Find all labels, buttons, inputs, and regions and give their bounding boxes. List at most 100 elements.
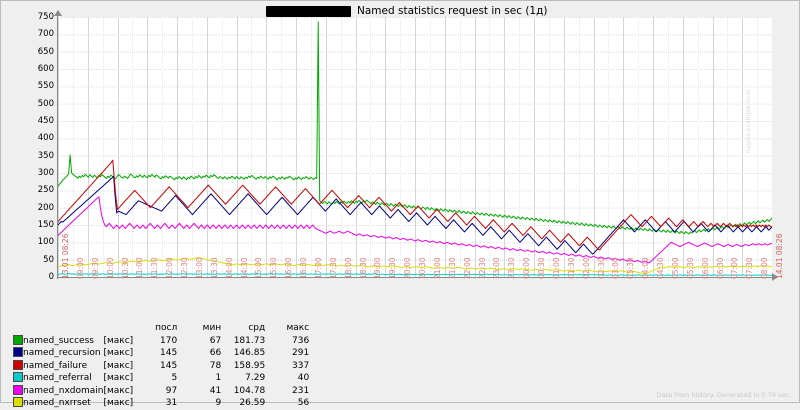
legend-value-min: 1 [215,373,222,383]
legend-series-name: named_failure [23,360,88,371]
legend-aggregate-label: [макс] [103,385,134,396]
x-axis-arrow-icon [772,273,778,281]
x-axis-tick-label: 22:30 [477,257,487,279]
legend-name-header [23,323,103,335]
x-axis-tick-label: 17:30 [328,257,338,279]
x-axis-tick-label: 03:30 [626,257,636,279]
x-axis-tick-label: 23:30 [507,257,517,279]
y-axis-tick-label: 500 [37,98,54,109]
y-axis-line [57,15,58,279]
legend-series-name: named_recursion [23,348,101,358]
legend-value-min: 67 [209,335,222,346]
x-axis-labels: 13.01 08:26 09:00 09:30 10:00 10:30 11:00 11:3… [58,234,784,305]
x-axis-tick-label: 21:00 [432,257,442,279]
legend-value-min: 41 [209,385,222,396]
x-axis-tick-label: 18:30 [358,257,368,279]
x-axis-tick-label: 11:00 [135,257,145,279]
legend-value-max: 337 [292,360,310,371]
y-axis-tick-label: 100 [37,237,54,248]
y-axis-tick-label: 450 [37,116,54,126]
x-axis-tick-label: 07:30 [745,257,755,279]
legend-color-swatch [13,372,23,385]
legend-value-last: 170 [160,335,178,346]
redacted-hostname-block [266,6,351,17]
legend-series-name: named_referral [23,373,92,383]
x-axis-tick-label: 00:30 [537,257,546,279]
x-axis-tick-label: 01:30 [566,257,576,279]
legend-value-avg: 181.73 [233,335,266,346]
x-axis-tick-label: 17:00 [313,257,323,279]
y-axis-tick-label: 300 [37,168,54,178]
legend-color-swatch [13,359,23,373]
x-axis-tick-label: 19:00 [373,257,383,279]
legend-series-name: named_nxdomain [23,385,104,396]
x-axis-tick-label: 21:30 [447,257,457,279]
y-axis-tick-label: 350 [37,150,54,161]
x-axis-line [58,277,774,278]
legend-value-last: 145 [160,348,178,358]
legend-agg-header [103,323,133,335]
legend-aggregate-label: [макс] [103,335,134,346]
legend-value-min: 66 [209,348,222,358]
footer-note: Data from history. Generated in 0.79 sec… [656,391,791,399]
y-axis-tick-label: 750 [37,12,54,22]
legend-value-avg: 158.95 [233,360,266,371]
legend-value-max: 736 [292,335,310,346]
x-axis-tick-label: 19:30 [388,257,398,279]
y-axis-labels: 0 50 100 150 200 250 300 350 400 450 500 550 600 650 7… [1,12,54,282]
x-axis-tick-label: 09:30 [90,257,100,279]
x-axis-tick-label: 12:00 [165,257,175,279]
x-axis-tick-label: 02:30 [596,257,606,279]
y-axis-tick-label: 250 [37,185,54,196]
x-axis-tick-label: 16:00 [284,257,294,279]
legend-color-swatch [13,397,23,410]
legend-value-max: 291 [292,348,310,358]
x-axis-tick-label: 12:30 [180,257,189,279]
x-axis-tick-label: 04:00 [641,257,651,279]
legend-value-avg: 146.85 [233,348,266,358]
y-axis-arrow-icon [54,10,62,16]
y-axis-tick-label: 50 [43,254,54,265]
plot-canvas [58,17,772,277]
legend-color-swatch [13,347,23,360]
y-axis-tick-label: 200 [37,202,54,213]
x-axis-tick-label: 11:30 [150,257,160,279]
legend-value-last: 97 [165,385,178,396]
legend-row[interactable]: named_failure [макс] 145 78 158.95 337 [13,359,310,373]
legend-row[interactable]: named_success [макс] 170 67 181.73 736 [13,334,310,348]
x-axis-tick-label: 14:00 [224,257,234,279]
y-axis-tick-label: 400 [37,133,54,144]
legend-series-name: named_success [23,335,94,346]
legend-table: посл мин срд макс named_success [макс] 170 67 18… [13,323,309,410]
legend-color-swatch [13,384,23,398]
legend-col-max: макс [286,323,310,333]
chart-svg [58,17,772,277]
x-axis-tick-label: 18:00 [343,257,353,279]
legend: посл мин срд макс named_success [макс] 170 67 18… [13,323,313,410]
legend-value-avg: 104.78 [233,385,266,396]
x-axis-tick-label: 03:00 [611,257,621,279]
legend-col-last: посл [155,323,178,333]
legend-value-last: 5 [171,373,178,383]
legend-series-name: named_nxrrset [23,398,91,408]
x-axis-tick-label: 22:00 [462,257,472,279]
x-axis-tick-label: 15:30 [269,257,279,279]
legend-row[interactable]: named_nxrrset [макс] 31 9 26.59 56 [13,397,309,410]
legend-row[interactable]: named_referral [макс] 5 1 7.29 40 [13,372,309,385]
y-axis-tick-label: 0 [48,272,54,282]
x-axis-tick-label: 09:00 [75,257,85,279]
legend-row[interactable]: named_recursion [макс] 145 66 146.85 291 [13,347,309,360]
x-axis-tick-label: 16:30 [299,257,308,279]
legend-col-min: мин [202,323,222,333]
legend-value-max: 40 [297,373,310,383]
x-axis-tick-label: 20:00 [403,257,413,279]
page-title: Named statistics request in sec (1д) [357,5,548,17]
legend-aggregate-label: [макс] [103,348,134,358]
x-axis-tick-label: 07:00 [730,257,740,279]
legend-value-avg: 7.29 [245,373,266,383]
x-axis-tick-label: 14:30 [239,257,249,279]
legend-col-avg: срд [248,323,266,333]
legend-row[interactable]: named_nxdomain [макс] 97 41 104.78 231 [13,384,309,398]
x-axis-tick-label: 06:00 [700,257,710,279]
